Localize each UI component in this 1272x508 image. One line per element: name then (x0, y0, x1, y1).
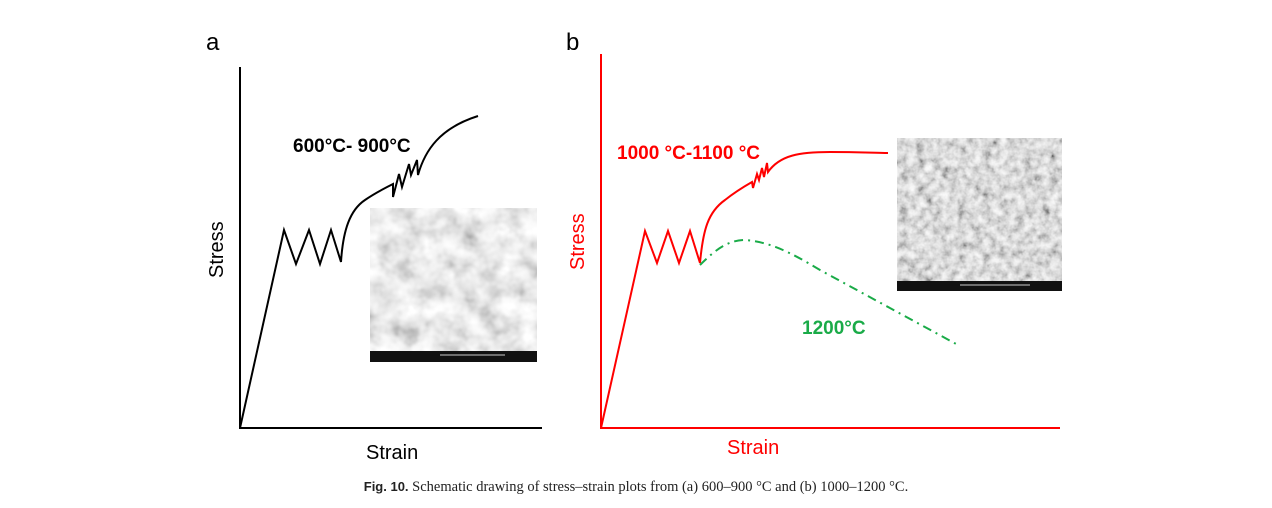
panel-b-curve-1000-1100 (600, 150, 889, 429)
panel-a-xlabel: Strain (366, 442, 418, 464)
panel-b-ylabel: Stress (567, 213, 589, 270)
panel-a-curve (239, 115, 479, 429)
panel-b-letter: b (566, 29, 579, 56)
figure-caption: Fig. 10. Schematic drawing of stress–str… (0, 479, 1272, 496)
panel-a-sem-inset (370, 208, 537, 362)
caption-label: Fig. 10. (363, 479, 409, 494)
panel-b-curve-1-label: 1000 °C-1100 °C (617, 143, 760, 164)
panel-b-curve-1200 (699, 238, 959, 346)
panel-b-curve-2-label: 1200°C (802, 318, 866, 339)
panel-a-ylabel: Stress (206, 221, 228, 278)
panel-a-letter: a (206, 29, 220, 56)
caption-text: Schematic drawing of stress–strain plots… (408, 479, 909, 495)
panel-b-sem-inset (897, 138, 1062, 291)
panel-b-xlabel: Strain (727, 437, 779, 459)
panel-a-curve-label: 600°C- 900°C (293, 136, 411, 157)
